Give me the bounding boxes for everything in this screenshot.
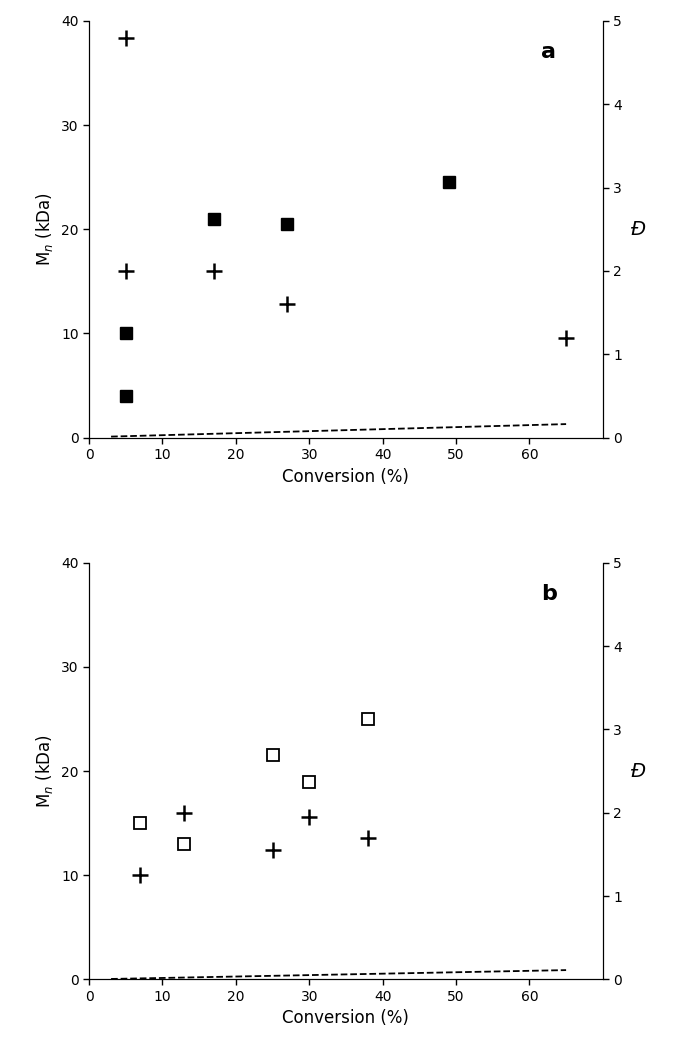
Y-axis label: M$_n$ (kDa): M$_n$ (kDa) (34, 735, 55, 808)
Text: a: a (541, 42, 556, 61)
Y-axis label: Ð: Ð (631, 220, 647, 239)
X-axis label: Conversion (%): Conversion (%) (282, 468, 410, 486)
Y-axis label: M$_n$ (kDa): M$_n$ (kDa) (34, 193, 55, 266)
X-axis label: Conversion (%): Conversion (%) (282, 1010, 410, 1027)
Y-axis label: Ð: Ð (631, 762, 647, 780)
Text: b: b (541, 584, 557, 603)
